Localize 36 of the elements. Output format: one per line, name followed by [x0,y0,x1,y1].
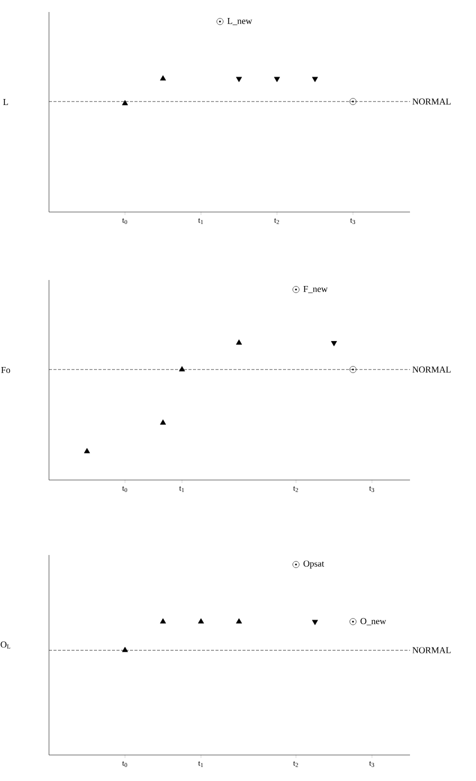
point [236,76,242,82]
point [331,341,337,346]
x-tick-label: t$_{2}$ [293,761,298,767]
point [216,18,224,25]
point [350,98,356,105]
x-tick-label: t$_{3}$ [350,218,356,224]
x-tick-label: t$_{2}$ [274,218,280,224]
ref-line-label: NORMAL [412,98,451,105]
point [236,339,242,345]
x-tick-label: t$_{1}$ [179,486,184,492]
point [160,419,166,425]
x-tick-label: t$_{3}$ [369,761,374,767]
y-axis-title: L [3,99,8,105]
ref-line-label: NORMAL [412,647,451,654]
x-tick-label: t$_{1}$ [198,218,203,224]
point [350,366,356,373]
annotation: O_new [360,618,386,626]
point [160,75,166,80]
point [84,448,90,454]
point [179,366,185,372]
y-axis-title: Fo [1,367,10,373]
point [274,76,280,82]
y-axis-title: O$_{L}$ [0,642,10,648]
x-tick-label: t$_{1}$ [198,761,203,767]
point [122,100,128,106]
x-tick-label: t$_{0}$ [122,761,128,767]
annotation: F_new [303,286,328,294]
annotation: L_new [227,18,252,26]
ref-line-label: NORMAL [412,366,451,373]
point [312,76,318,82]
x-tick-label: t$_{0}$ [122,486,128,492]
point [292,286,300,293]
x-tick-label: t$_{3}$ [369,486,374,492]
x-tick-label: t$_{0}$ [122,218,128,224]
x-tick-label: t$_{2}$ [293,486,298,492]
annotation: Opsat [304,560,324,568]
